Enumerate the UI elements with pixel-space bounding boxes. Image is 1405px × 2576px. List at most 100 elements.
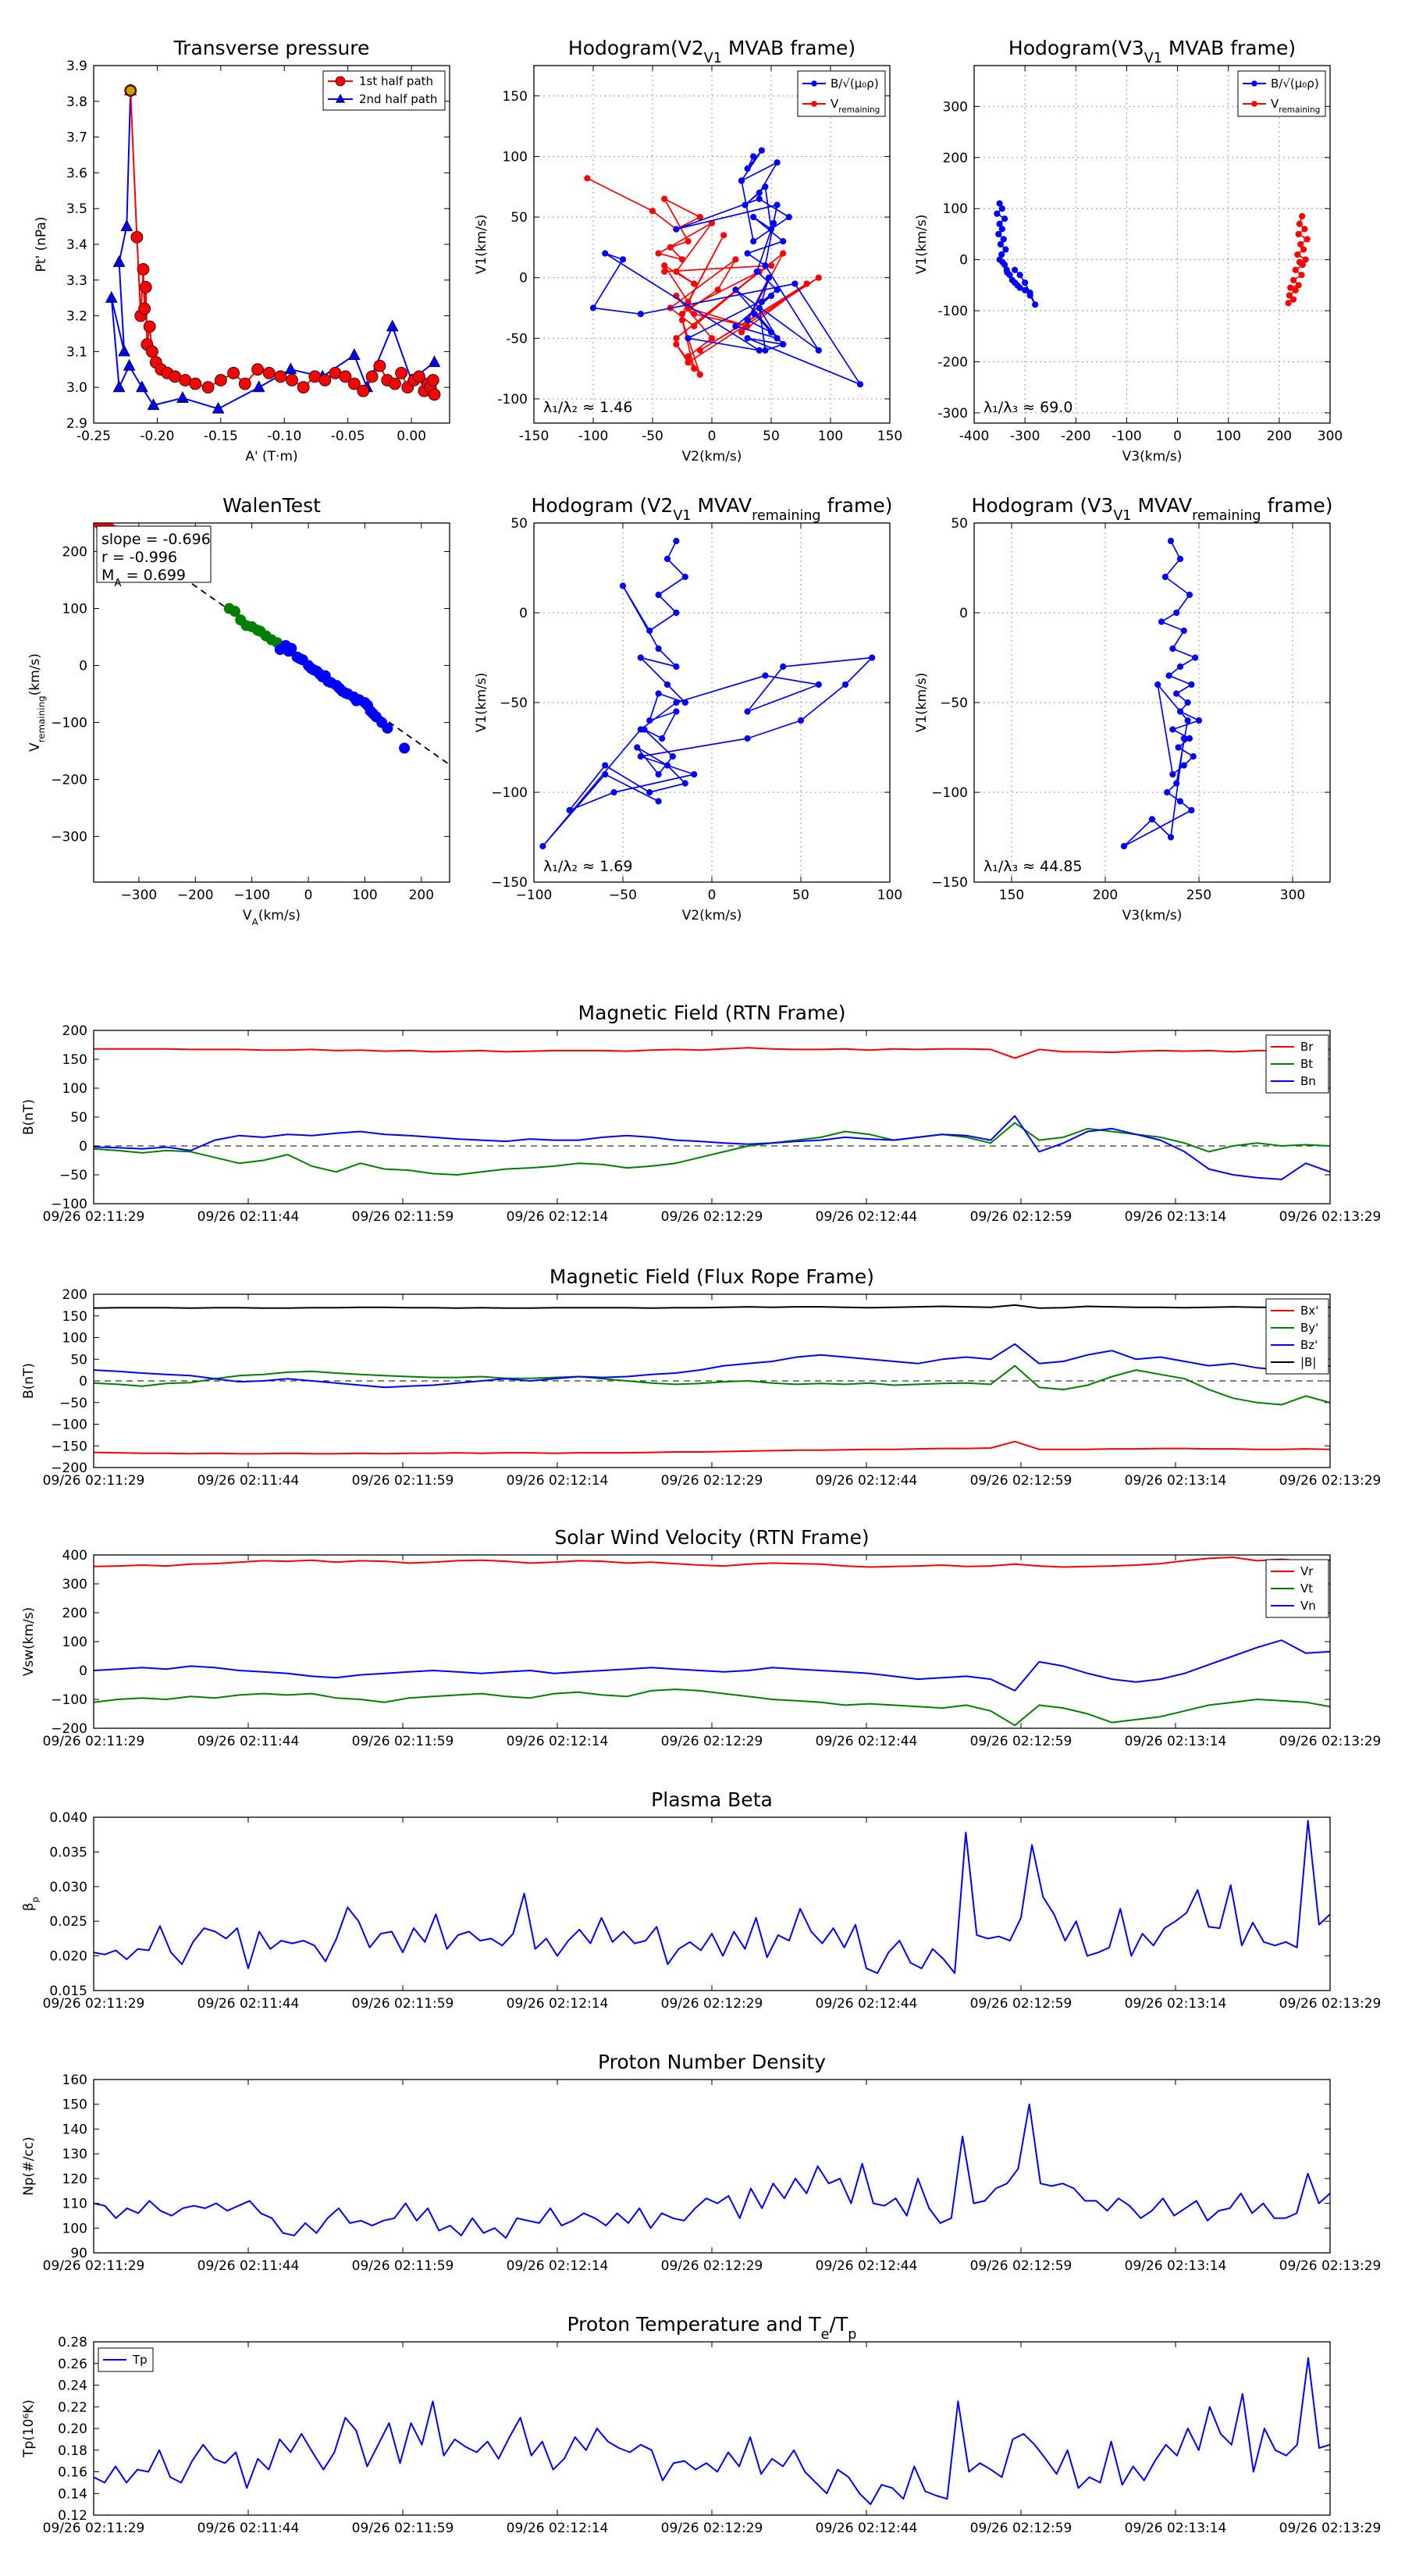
marker-2nd-half [120,219,133,232]
data-point [661,262,668,269]
x-axis-label-sub: A [252,916,259,927]
data-point [1173,690,1180,697]
data-point [762,183,769,190]
data-point [673,699,680,706]
data-point [756,304,763,311]
series-line-Bz' [94,1343,1330,1389]
walen-point-blue [340,687,351,699]
x-tick-label: 09/26 02:13:14 [1125,2258,1227,2274]
chart-title-part: Plasma Beta [651,1788,773,1811]
data-point [732,322,739,329]
x-axis-label-part: V [243,908,252,923]
marker-2nd-half [284,362,297,375]
y-tick-label: 300 [62,1577,87,1592]
x-tick-label: 09/26 02:12:59 [970,1734,1072,1749]
data-point [1161,573,1168,581]
y-tick-label: 200 [62,1287,87,1303]
legend-label: Tp [132,2353,148,2367]
marker-1st-half [238,377,251,390]
chart-title-sub: V1 [1113,508,1131,524]
series-line-Br [94,1047,1330,1059]
plot-area [539,537,876,850]
y-tick-label: 0.26 [58,2357,87,2372]
data-point [780,238,787,245]
data-point [1169,726,1176,733]
data-point [1186,591,1193,599]
x-tick-label: -100 [578,429,609,444]
x-tick-label: 09/26 02:11:29 [43,1209,145,1225]
chart-walen: −300 −200 −100 0 100 200 −300 −200 −100 0 100 200 Wa… [27,494,450,927]
x-tick-label: -50 [642,429,663,444]
chart-title-part: frame) [1261,494,1333,517]
marker-1st-half [389,377,401,390]
x-tick-label: 200 [1267,429,1292,444]
data-point [803,280,810,287]
y-tick-label: 400 [62,1548,87,1564]
x-axis-label-part: V2(km/s) [682,449,742,464]
x-axis-label: V3(km/s) [1122,449,1183,464]
y-tick-label: 3.5 [66,201,87,217]
data-point [1001,215,1008,222]
data-point [774,335,781,342]
data-point [997,240,1004,248]
y-tick-label: 0 [79,1374,87,1389]
data-point [762,262,769,269]
data-point [996,220,1003,227]
data-point [1175,744,1182,751]
marker-2nd-half [105,290,118,303]
data-point [732,286,739,294]
data-point [780,250,787,257]
y-tick-label: 0.24 [58,2379,87,2394]
y-tick-label: 0.14 [58,2486,87,2502]
chart-h2: -400 -300 -200 -100 0 100 200 300 -300 -200 -100 0 1… [914,37,1343,464]
x-tick-label: 0.00 [397,429,426,444]
data-point [1006,272,1013,279]
y-axis-label: Vsw(km/s) [21,1607,37,1677]
data-point [673,226,680,233]
x-tick-label: 09/26 02:12:29 [661,1473,763,1489]
data-point [1292,266,1299,273]
axes-frame [93,1816,1331,1991]
data-point [619,256,627,263]
x-tick-label: 150 [999,888,1024,903]
x-axis-label: V2(km/s) [682,908,742,923]
data-point [1299,212,1306,220]
data-point [637,726,644,733]
y-tick-label: 3.8 [66,94,87,110]
y-axis-label: B(nT) [21,1099,37,1135]
legend-marker-1st [335,76,346,87]
chart-beta: 09/26 02:11:29 09/26 02:11:44 09/26 02:11:… [21,1788,1381,2012]
data-point [1167,834,1175,841]
fit-line [104,523,450,766]
marker-2nd-half [252,380,265,393]
y-axis-label-part: Tp(10⁶K) [21,2400,37,2458]
y-tick-label: 100 [943,201,968,217]
data-point [539,842,546,850]
marker-1st-half [189,377,202,390]
x-axis-label-part: (km/s) [258,908,301,923]
chart-title-sub: p [848,2327,856,2343]
ratio-annotation: λ₁/λ₂ ≈ 1.69 [543,858,632,875]
y-axis-label-sub: p [30,1897,41,1903]
walen-point-blue [382,722,393,734]
x-tick-label: −200 [177,888,214,903]
data-point [797,717,805,724]
data-point [637,753,644,760]
y-tick-label: 160 [62,2073,87,2088]
legend-label: |B| [1300,1355,1316,1369]
data-point [791,280,799,287]
data-point [637,654,644,661]
data-point [750,153,757,160]
chart-title: WalenTest [222,494,321,517]
x-tick-label: 100 [352,888,377,903]
data-point [663,681,671,688]
x-tick-label: 0 [304,888,313,903]
data-point [999,258,1006,265]
legend-label-1st: 1st half path [359,74,433,88]
marker-1st-half [139,281,152,294]
legend-label: Vremaining [831,97,880,115]
y-tick-label: 150 [62,2097,87,2113]
annotation-box [96,525,212,583]
y-axis-label: V1(km/s) [914,673,930,733]
data-point [708,335,716,342]
